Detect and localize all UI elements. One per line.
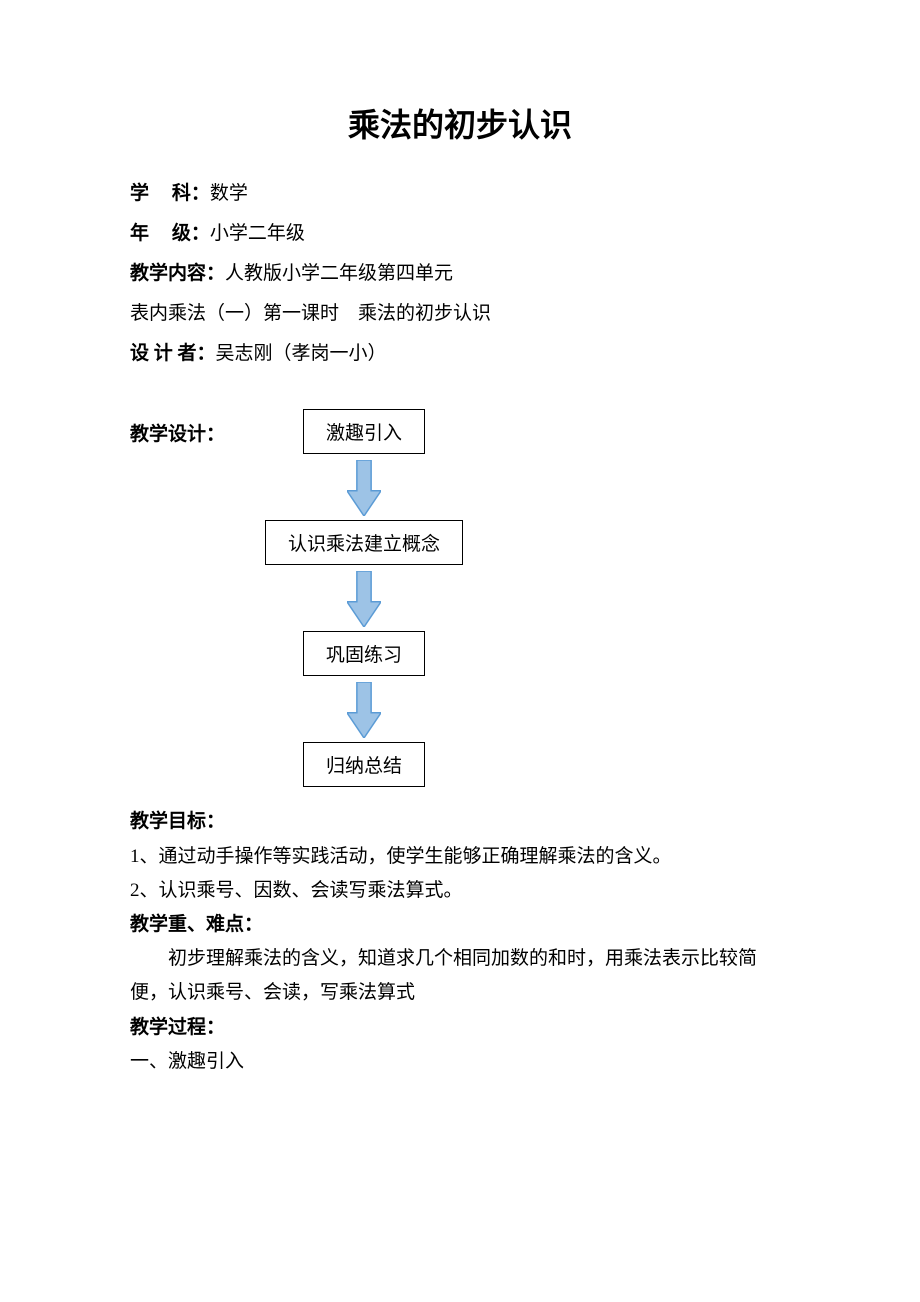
design-row: 教学设计： 激趣引入认识乘法建立概念巩固练习归纳总结 <box>130 409 790 787</box>
flow-node: 巩固练习 <box>303 631 425 676</box>
goals-line-1: 1、通过动手操作等实践活动，使学生能够正确理解乘法的含义。 <box>130 840 790 874</box>
subject-label-1: 学 <box>130 183 172 204</box>
page-title: 乘法的初步认识 <box>130 100 790 146</box>
content-label: 教学内容： <box>130 263 225 284</box>
flow-node: 认识乘法建立概念 <box>265 520 463 565</box>
meta-grade: 年级：小学二年级 <box>130 214 790 254</box>
key-body: 初步理解乘法的含义，知道求几个相同加数的和时，用乘法表示比较简便，认识乘号、会读… <box>130 942 790 1010</box>
flowchart: 激趣引入认识乘法建立概念巩固练习归纳总结 <box>265 409 463 787</box>
grade-value: 小学二年级 <box>210 223 305 244</box>
meta-subject: 学科：数学 <box>130 174 790 214</box>
subject-value: 数学 <box>210 183 248 204</box>
process-line-1: 一、激趣引入 <box>130 1045 790 1079</box>
key-section: 教学重、难点： 初步理解乘法的含义，知道求几个相同加数的和时，用乘法表示比较简便… <box>130 908 790 1011</box>
subject-label-2: 科： <box>172 183 210 204</box>
meta-content: 教学内容：人教版小学二年级第四单元 <box>130 254 790 294</box>
down-arrow-icon <box>347 571 381 627</box>
meta-designer: 设 计 者：吴志刚（孝岗一小） <box>130 334 790 374</box>
down-arrow-icon <box>347 682 381 738</box>
designer-value: 吴志刚（孝岗一小） <box>216 343 387 364</box>
designer-label: 设 计 者： <box>130 343 216 364</box>
flow-node: 归纳总结 <box>303 742 425 787</box>
goals-heading: 教学目标： <box>130 805 790 839</box>
grade-label-2: 级： <box>172 223 210 244</box>
meta-content-line2: 表内乘法（一）第一课时 乘法的初步认识 <box>130 294 790 334</box>
goals-section: 教学目标： 1、通过动手操作等实践活动，使学生能够正确理解乘法的含义。 2、认识… <box>130 805 790 908</box>
design-label: 教学设计： <box>130 419 225 446</box>
grade-label-1: 年 <box>130 223 172 244</box>
key-heading: 教学重、难点： <box>130 908 790 942</box>
process-heading: 教学过程： <box>130 1011 790 1045</box>
flow-node: 激趣引入 <box>303 409 425 454</box>
down-arrow-icon <box>347 460 381 516</box>
content-value: 人教版小学二年级第四单元 <box>225 263 453 284</box>
process-section: 教学过程： 一、激趣引入 <box>130 1011 790 1079</box>
goals-line-2: 2、认识乘号、因数、会读写乘法算式。 <box>130 874 790 908</box>
